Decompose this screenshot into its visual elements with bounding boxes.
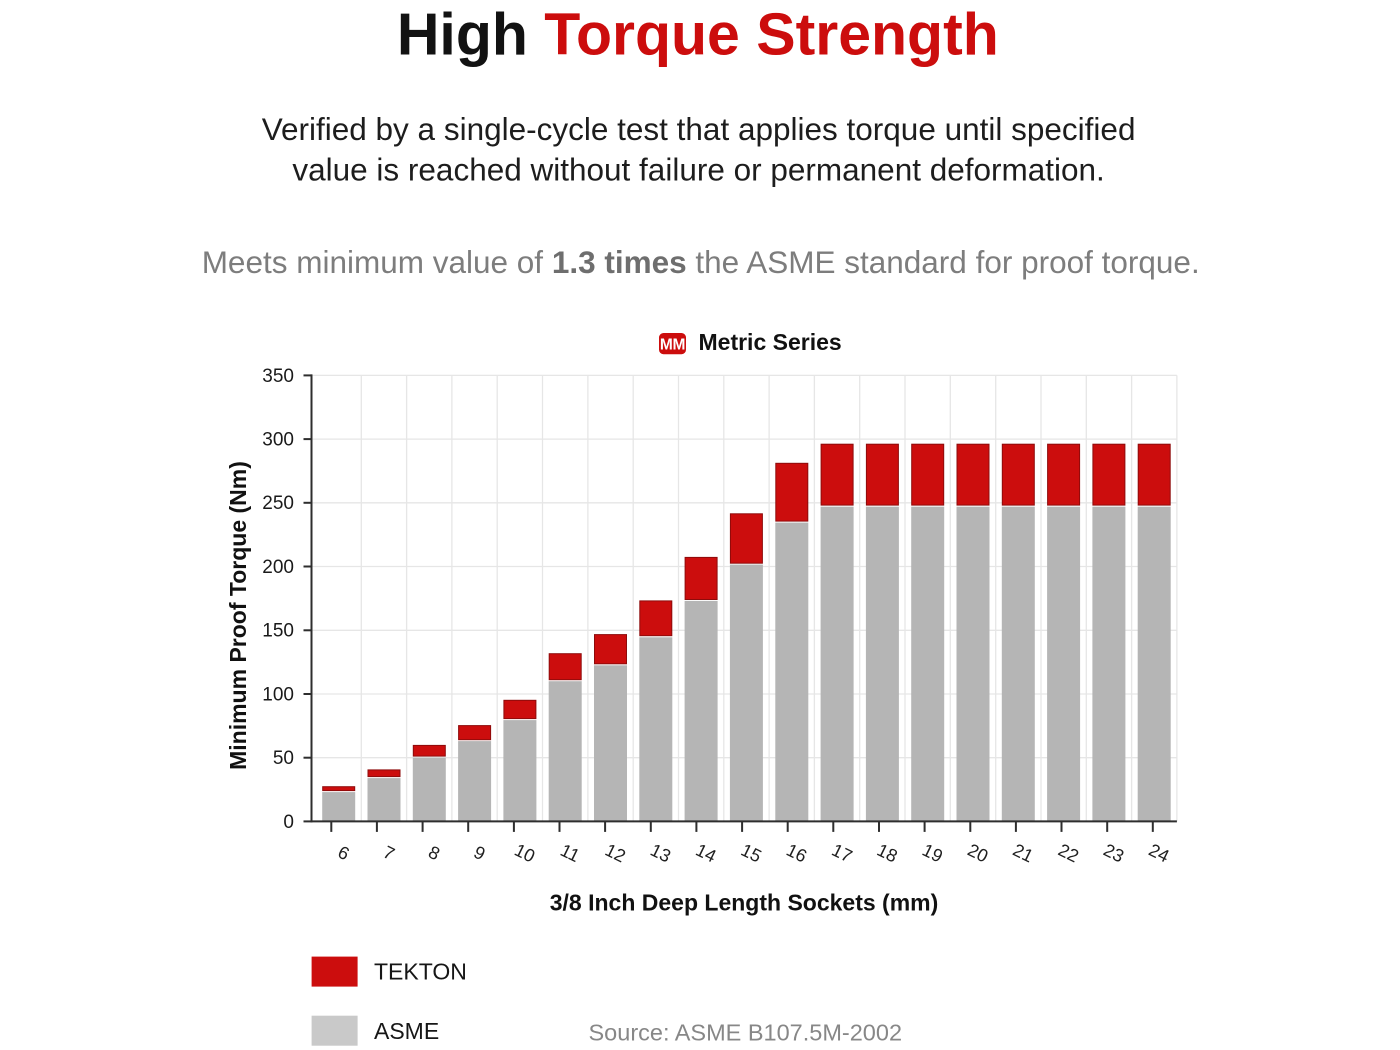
svg-text:Metric Series: Metric Series bbox=[699, 329, 842, 355]
svg-text:6: 6 bbox=[335, 842, 353, 864]
svg-text:14: 14 bbox=[693, 840, 720, 867]
svg-text:23: 23 bbox=[1100, 840, 1127, 867]
svg-text:20: 20 bbox=[964, 840, 991, 867]
svg-text:7: 7 bbox=[380, 842, 398, 864]
svg-text:150: 150 bbox=[262, 621, 294, 642]
svg-text:Verified by a single-cycle tes: Verified by a single-cycle test that app… bbox=[262, 111, 1136, 147]
svg-text:24: 24 bbox=[1146, 840, 1173, 867]
svg-text:10: 10 bbox=[511, 840, 538, 867]
svg-text:value is reached without failu: value is reached without failure or perm… bbox=[292, 151, 1104, 187]
svg-text:18: 18 bbox=[874, 840, 901, 867]
svg-text:11: 11 bbox=[557, 840, 583, 866]
svg-text:15: 15 bbox=[738, 840, 765, 867]
svg-text:16: 16 bbox=[783, 840, 810, 867]
svg-text:ASME: ASME bbox=[374, 1018, 439, 1044]
svg-text:50: 50 bbox=[273, 748, 294, 769]
svg-text:TEKTON: TEKTON bbox=[374, 959, 467, 985]
svg-text:13: 13 bbox=[647, 840, 674, 867]
svg-text:Minimum Proof Torque (Nm): Minimum Proof Torque (Nm) bbox=[225, 461, 251, 770]
svg-text:MM: MM bbox=[660, 336, 685, 353]
svg-text:0: 0 bbox=[283, 812, 294, 833]
svg-text:8: 8 bbox=[425, 842, 443, 864]
svg-text:22: 22 bbox=[1055, 840, 1082, 867]
svg-text:Meets minimum value of 1.3 tim: Meets minimum value of 1.3 times the ASM… bbox=[202, 244, 1200, 280]
svg-text:3/8 Inch Deep Length Sockets (: 3/8 Inch Deep Length Sockets (mm) bbox=[550, 890, 939, 916]
svg-text:12: 12 bbox=[602, 840, 629, 867]
svg-text:19: 19 bbox=[919, 840, 946, 867]
svg-text:250: 250 bbox=[262, 493, 294, 514]
svg-text:300: 300 bbox=[262, 430, 294, 451]
svg-text:100: 100 bbox=[262, 684, 294, 705]
svg-text:21: 21 bbox=[1010, 840, 1037, 867]
svg-text:200: 200 bbox=[262, 557, 294, 578]
svg-text:Source: ASME B107.5M-2002: Source: ASME B107.5M-2002 bbox=[589, 1020, 903, 1046]
svg-text:9: 9 bbox=[471, 842, 489, 864]
svg-text:350: 350 bbox=[262, 366, 294, 387]
svg-text:High Torque Strength: High Torque Strength bbox=[397, 2, 999, 68]
svg-text:17: 17 bbox=[829, 840, 856, 867]
